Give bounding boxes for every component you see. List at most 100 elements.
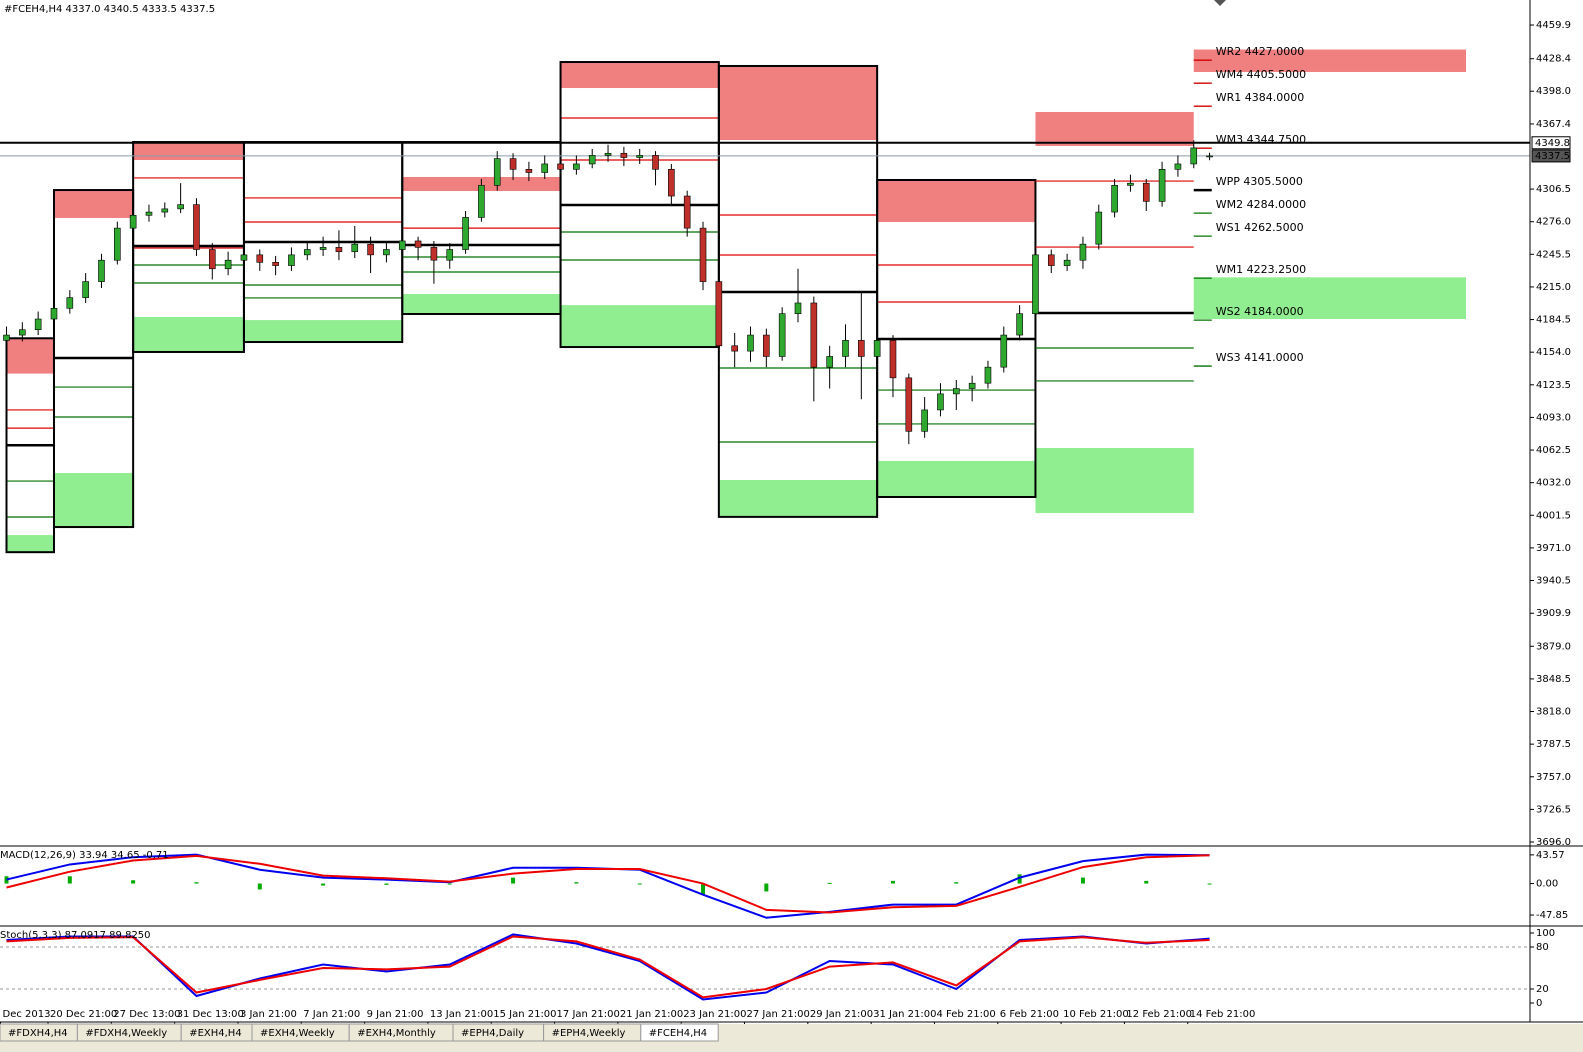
y-tick-label: 100 <box>1536 928 1555 939</box>
x-tick-label: 13 Jan 21:00 <box>430 1009 493 1020</box>
support-zone <box>718 479 878 517</box>
y-tick-label: 3696.0 <box>1536 837 1571 848</box>
candle-body <box>19 329 26 336</box>
x-tick-label: 23 Jan 21:00 <box>683 1009 746 1020</box>
candle-body <box>921 409 928 432</box>
histogram-bar <box>764 883 769 892</box>
price-marker-label: 4349.8 <box>1535 138 1570 149</box>
x-tick-label: 6 Feb 21:00 <box>1000 1009 1059 1020</box>
candle-body <box>82 281 89 298</box>
y-tick-label: 3787.5 <box>1536 739 1571 750</box>
tab-label[interactable]: #EPH4,Weekly <box>552 1028 626 1039</box>
support-zone <box>1035 448 1194 514</box>
y-tick-label: 4367.4 <box>1536 119 1571 130</box>
y-tick-label: 3818.0 <box>1536 707 1571 718</box>
pivot-level-label: WM3 4344.7500 <box>1216 133 1306 146</box>
candle-body <box>858 340 865 357</box>
resistance-zone <box>133 142 244 160</box>
histogram-bar <box>890 880 895 884</box>
tab-label[interactable]: #FDXH4,Weekly <box>85 1028 167 1039</box>
histogram-bar <box>637 883 642 885</box>
histogram-bar <box>4 876 9 884</box>
candle-body <box>3 334 10 341</box>
price-marker-box <box>1531 149 1571 163</box>
candle-body <box>319 247 327 250</box>
candle-body <box>683 195 691 229</box>
candle-body <box>778 313 786 357</box>
tab-label[interactable]: #EXH4,Weekly <box>260 1028 335 1039</box>
candle-body <box>224 259 232 270</box>
candle-body <box>335 247 343 252</box>
candle-body <box>1206 155 1213 158</box>
candle-body <box>952 388 960 395</box>
candle-body <box>256 254 264 263</box>
pivot-level-label: WS2 4184.0000 <box>1216 305 1304 318</box>
candle-body <box>161 208 169 213</box>
tab-label[interactable]: #EPH4,Daily <box>461 1028 524 1039</box>
pivot-level-label: WS1 4262.5000 <box>1216 221 1304 234</box>
resistance-zone <box>877 179 1036 223</box>
histogram-bar <box>257 883 262 890</box>
candle-body <box>1032 254 1039 314</box>
histogram-bar <box>67 876 72 884</box>
candle-body <box>525 168 533 173</box>
y-tick-label: 80 <box>1536 942 1549 953</box>
tab[interactable] <box>640 1023 719 1042</box>
y-tick-label: 4215.0 <box>1536 282 1571 293</box>
y-tick-label: 3940.5 <box>1536 576 1571 587</box>
candle-body <box>1079 243 1087 261</box>
y-tick-label: 3909.9 <box>1536 608 1571 619</box>
candle-body <box>208 249 216 270</box>
candle-body <box>652 155 659 170</box>
macd-title: MACD(12,26,9) 33.94 34.65 -0.71 <box>0 850 169 861</box>
x-tick-label: 17 Jan 21:00 <box>557 1009 620 1020</box>
support-zone <box>402 294 561 315</box>
x-tick-label: 31 Dec 13:00 <box>177 1009 244 1020</box>
y-tick-label: 4428.4 <box>1536 54 1571 65</box>
candle-body <box>478 185 485 218</box>
x-tick-label: 10 Feb 21:00 <box>1063 1009 1129 1020</box>
candle-body <box>193 204 200 250</box>
candle-body <box>873 340 881 357</box>
shift-marker <box>1214 0 1226 6</box>
y-tick-label: 4245.5 <box>1536 249 1571 260</box>
pivot-level-label: WR2 4427.0000 <box>1216 45 1305 58</box>
x-tick-label: 3 Jan 21:00 <box>240 1009 297 1020</box>
tab-label[interactable]: #EXH4,H4 <box>189 1028 242 1039</box>
candle-body <box>509 158 517 170</box>
histogram-bar <box>1144 880 1149 884</box>
resistance-zone <box>53 190 134 218</box>
x-tick-label: 20 Dec 21:00 <box>50 1009 117 1020</box>
candle-body <box>493 158 501 186</box>
candle-body <box>889 340 897 379</box>
x-tick-label: 31 Jan 21:00 <box>873 1009 936 1020</box>
tab-label[interactable]: #EXH4,Monthly <box>357 1028 436 1039</box>
candle-body <box>1016 313 1023 336</box>
candle-body <box>462 217 469 250</box>
pivot-level-label: WR1 4384.0000 <box>1216 91 1305 104</box>
resistance-zone <box>718 65 878 140</box>
candle-body <box>1111 185 1118 213</box>
candle-body <box>1047 254 1055 266</box>
histogram-bar <box>194 882 199 884</box>
candle-body <box>810 302 818 368</box>
support-zone <box>133 316 244 352</box>
resistance-zone <box>1193 49 1466 72</box>
support-zone <box>1193 277 1466 320</box>
candle-body <box>1095 211 1103 245</box>
candle-body <box>50 308 58 320</box>
candle-body <box>145 211 153 216</box>
pivot-level-label: WM1 4223.2500 <box>1216 263 1306 276</box>
y-tick-label: 4093.0 <box>1536 412 1571 423</box>
candle-body <box>430 247 438 261</box>
y-tick-label: 4459.9 <box>1536 20 1571 31</box>
tab-label[interactable]: #FDXH4,H4 <box>8 1028 68 1039</box>
candle-body <box>937 393 944 411</box>
support-zone <box>243 320 403 343</box>
pivot-level-label: WPP 4305.5000 <box>1216 175 1303 188</box>
candle-body <box>1000 334 1008 368</box>
histogram-bar <box>384 883 389 885</box>
histogram-bar <box>1017 874 1022 884</box>
tab-label[interactable]: #FCEH4,H4 <box>649 1028 707 1039</box>
